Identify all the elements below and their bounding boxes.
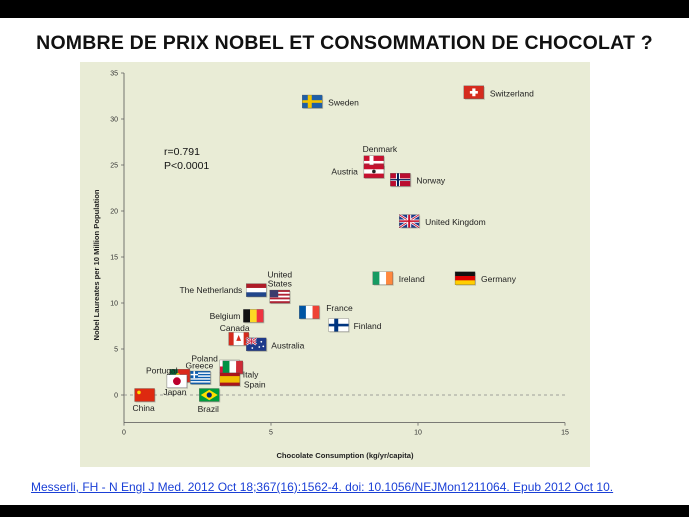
- x-axis-label: Chocolate Consumption (kg/yr/capita): [276, 451, 414, 460]
- x-tick-label: 5: [269, 430, 273, 437]
- point-labels: Sweden Switzerland Denmark Austria Norway Uni…: [132, 88, 534, 414]
- point-label-united-kingdom: United Kingdom: [425, 217, 485, 227]
- y-tick-label: 30: [110, 117, 118, 124]
- data-point-brazil: [199, 388, 221, 403]
- data-point-switzerland: [463, 85, 485, 100]
- point-label-spain: Spain: [244, 379, 266, 389]
- data-point-norway: [390, 173, 412, 188]
- point-label-denmark: Denmark: [363, 144, 398, 154]
- axes: 0 5 10 15 20 25 30 35 0 5 10 15: [110, 71, 569, 437]
- point-label-france: France: [326, 303, 353, 313]
- data-point-france: [299, 305, 321, 320]
- point-label-belgium: Belgium: [210, 311, 241, 321]
- slide: NOMBRE DE PRIX NOBEL ET CONSOMMATION DE …: [0, 18, 689, 505]
- x-tick-label: 0: [122, 430, 126, 437]
- data-point-australia: [245, 336, 268, 352]
- point-label-austria: Austria: [331, 166, 358, 176]
- data-point-finland: [328, 318, 350, 333]
- point-label-australia: Australia: [271, 340, 304, 350]
- y-tick-label: 20: [110, 209, 118, 216]
- point-label-poland: Poland: [191, 353, 218, 363]
- data-point-the-netherlands: [246, 283, 268, 298]
- point-label-portugal: Portugal: [146, 366, 178, 376]
- point-label-norway: Norway: [416, 176, 446, 186]
- x-tick-label: 15: [561, 430, 569, 437]
- y-tick-label: 5: [114, 347, 118, 354]
- point-label-united-states: United States: [268, 270, 293, 289]
- data-point-china: [134, 388, 156, 403]
- point-label-italy: Italy: [243, 369, 259, 379]
- chart-panel: 0 5 10 15 20 25 30 35 0 5 10 15 Sweden Switzerland De…: [80, 62, 590, 467]
- data-point-sweden: [302, 94, 324, 110]
- data-point-ireland: [372, 271, 394, 286]
- data-point-austria: [363, 164, 385, 179]
- y-tick-label: 15: [110, 255, 118, 262]
- point-label-brazil: Brazil: [198, 404, 219, 414]
- data-point-italy: [222, 360, 244, 375]
- slide-title: NOMBRE DE PRIX NOBEL ET CONSOMMATION DE …: [36, 32, 653, 54]
- point-label-japan: Japan: [163, 387, 186, 397]
- data-point-japan: [166, 374, 188, 389]
- citation-link[interactable]: Messerli, FH - N Engl J Med. 2012 Oct 18…: [31, 480, 614, 494]
- y-tick-label: 10: [110, 301, 118, 308]
- stat-r: r=0.791: [164, 146, 200, 158]
- point-label-the-netherlands: The Netherlands: [179, 285, 242, 295]
- data-point-spain: [219, 372, 241, 387]
- data-point-germany: [454, 271, 477, 286]
- data-point-united-kingdom: [398, 213, 421, 229]
- data-points: [134, 85, 485, 403]
- scatter-chart: 0 5 10 15 20 25 30 35 0 5 10 15 Sweden Switzerland De…: [92, 71, 569, 461]
- x-tick-label: 10: [414, 430, 422, 437]
- data-point-greece: [190, 370, 212, 386]
- y-tick-label: 35: [110, 71, 118, 78]
- point-label-china: China: [132, 403, 154, 413]
- point-label-ireland: Ireland: [399, 274, 425, 284]
- point-label-sweden: Sweden: [328, 98, 359, 108]
- stat-p: P<0.0001: [164, 160, 209, 172]
- point-label-finland: Finland: [354, 321, 382, 331]
- y-tick-label: 25: [110, 163, 118, 170]
- point-label-canada: Canada: [220, 323, 250, 333]
- point-label-germany: Germany: [481, 274, 517, 284]
- y-axis-label: Nobel Laureates per 10 Million Populatio…: [92, 189, 101, 340]
- data-point-united-states: [269, 289, 291, 305]
- data-point-belgium: [243, 309, 265, 324]
- y-tick-label: 0: [114, 393, 118, 400]
- point-label-switzerland: Switzerland: [490, 88, 534, 98]
- point-label-greece: Greece: [186, 361, 214, 371]
